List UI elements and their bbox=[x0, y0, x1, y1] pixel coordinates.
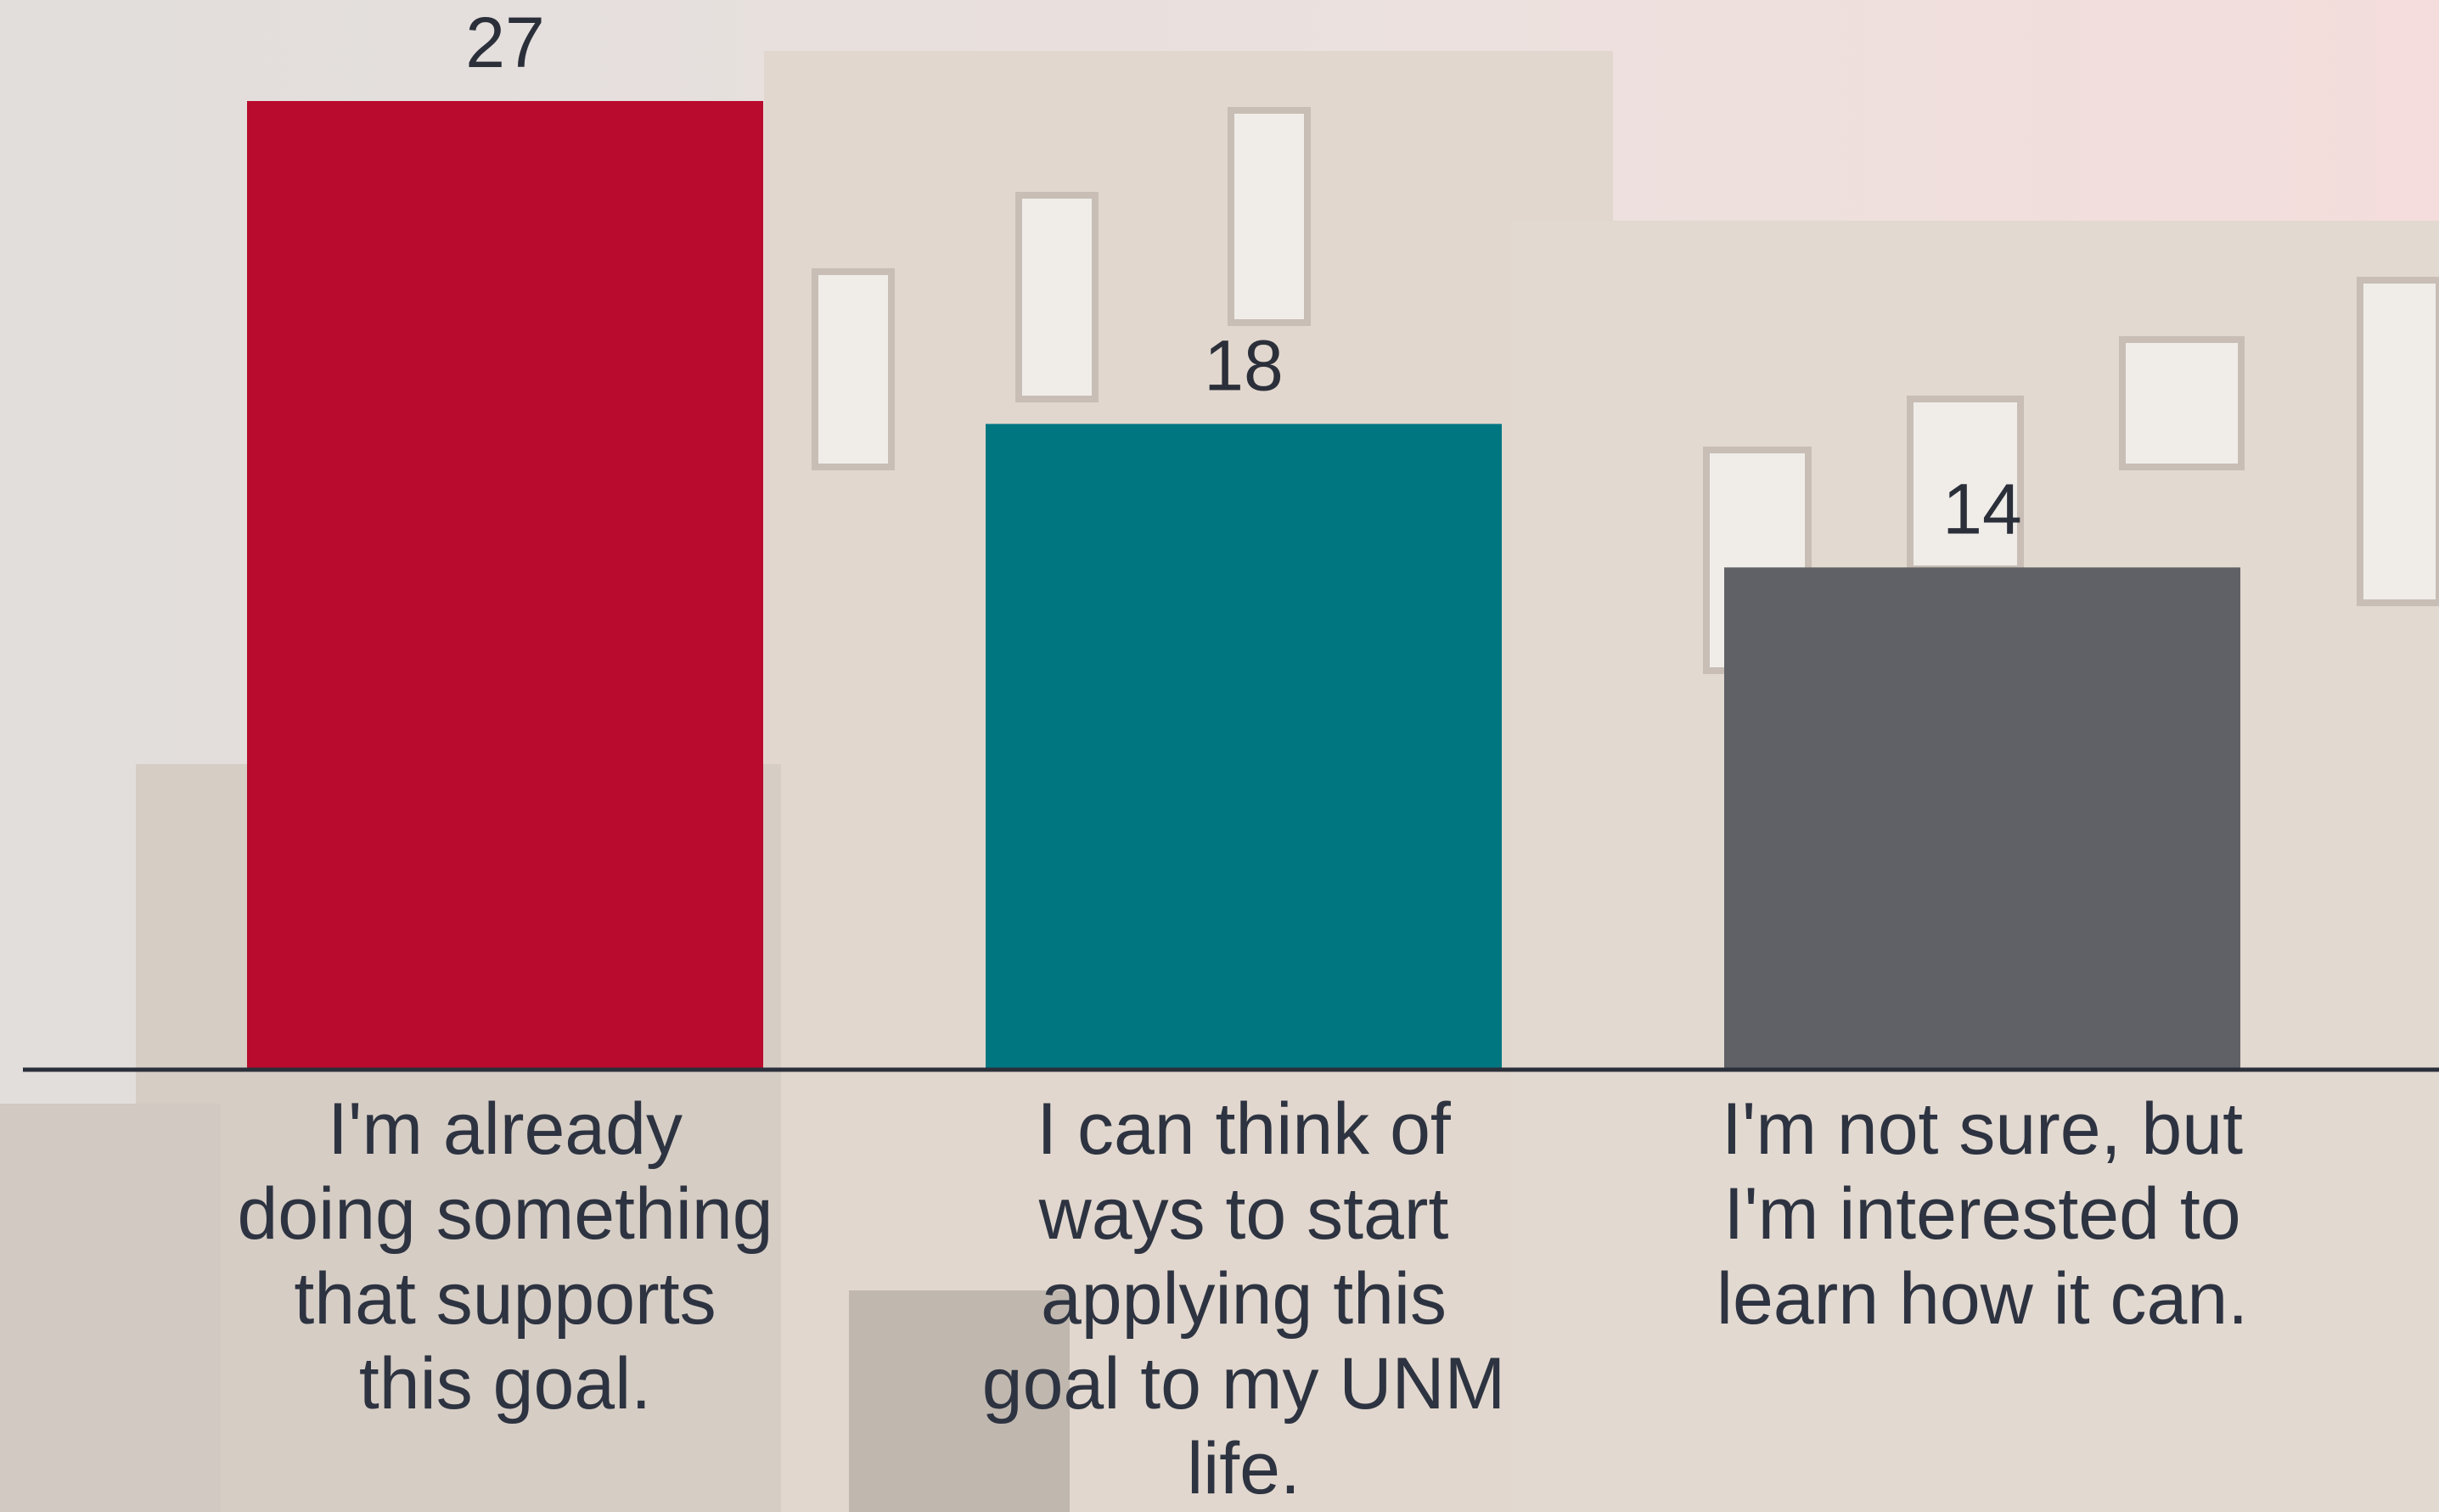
bar bbox=[247, 101, 763, 1070]
value-label: 27 bbox=[465, 3, 544, 82]
category-label: I'm already doing something that support… bbox=[237, 1088, 773, 1425]
category-label: I can think of ways to start applying th… bbox=[981, 1088, 1506, 1509]
category-label: I'm not sure, but I'm interested to lear… bbox=[1716, 1088, 2249, 1340]
value-label: 18 bbox=[1204, 325, 1283, 405]
bar bbox=[1724, 567, 2240, 1070]
bar bbox=[986, 424, 1502, 1070]
value-label: 14 bbox=[1942, 469, 2021, 548]
